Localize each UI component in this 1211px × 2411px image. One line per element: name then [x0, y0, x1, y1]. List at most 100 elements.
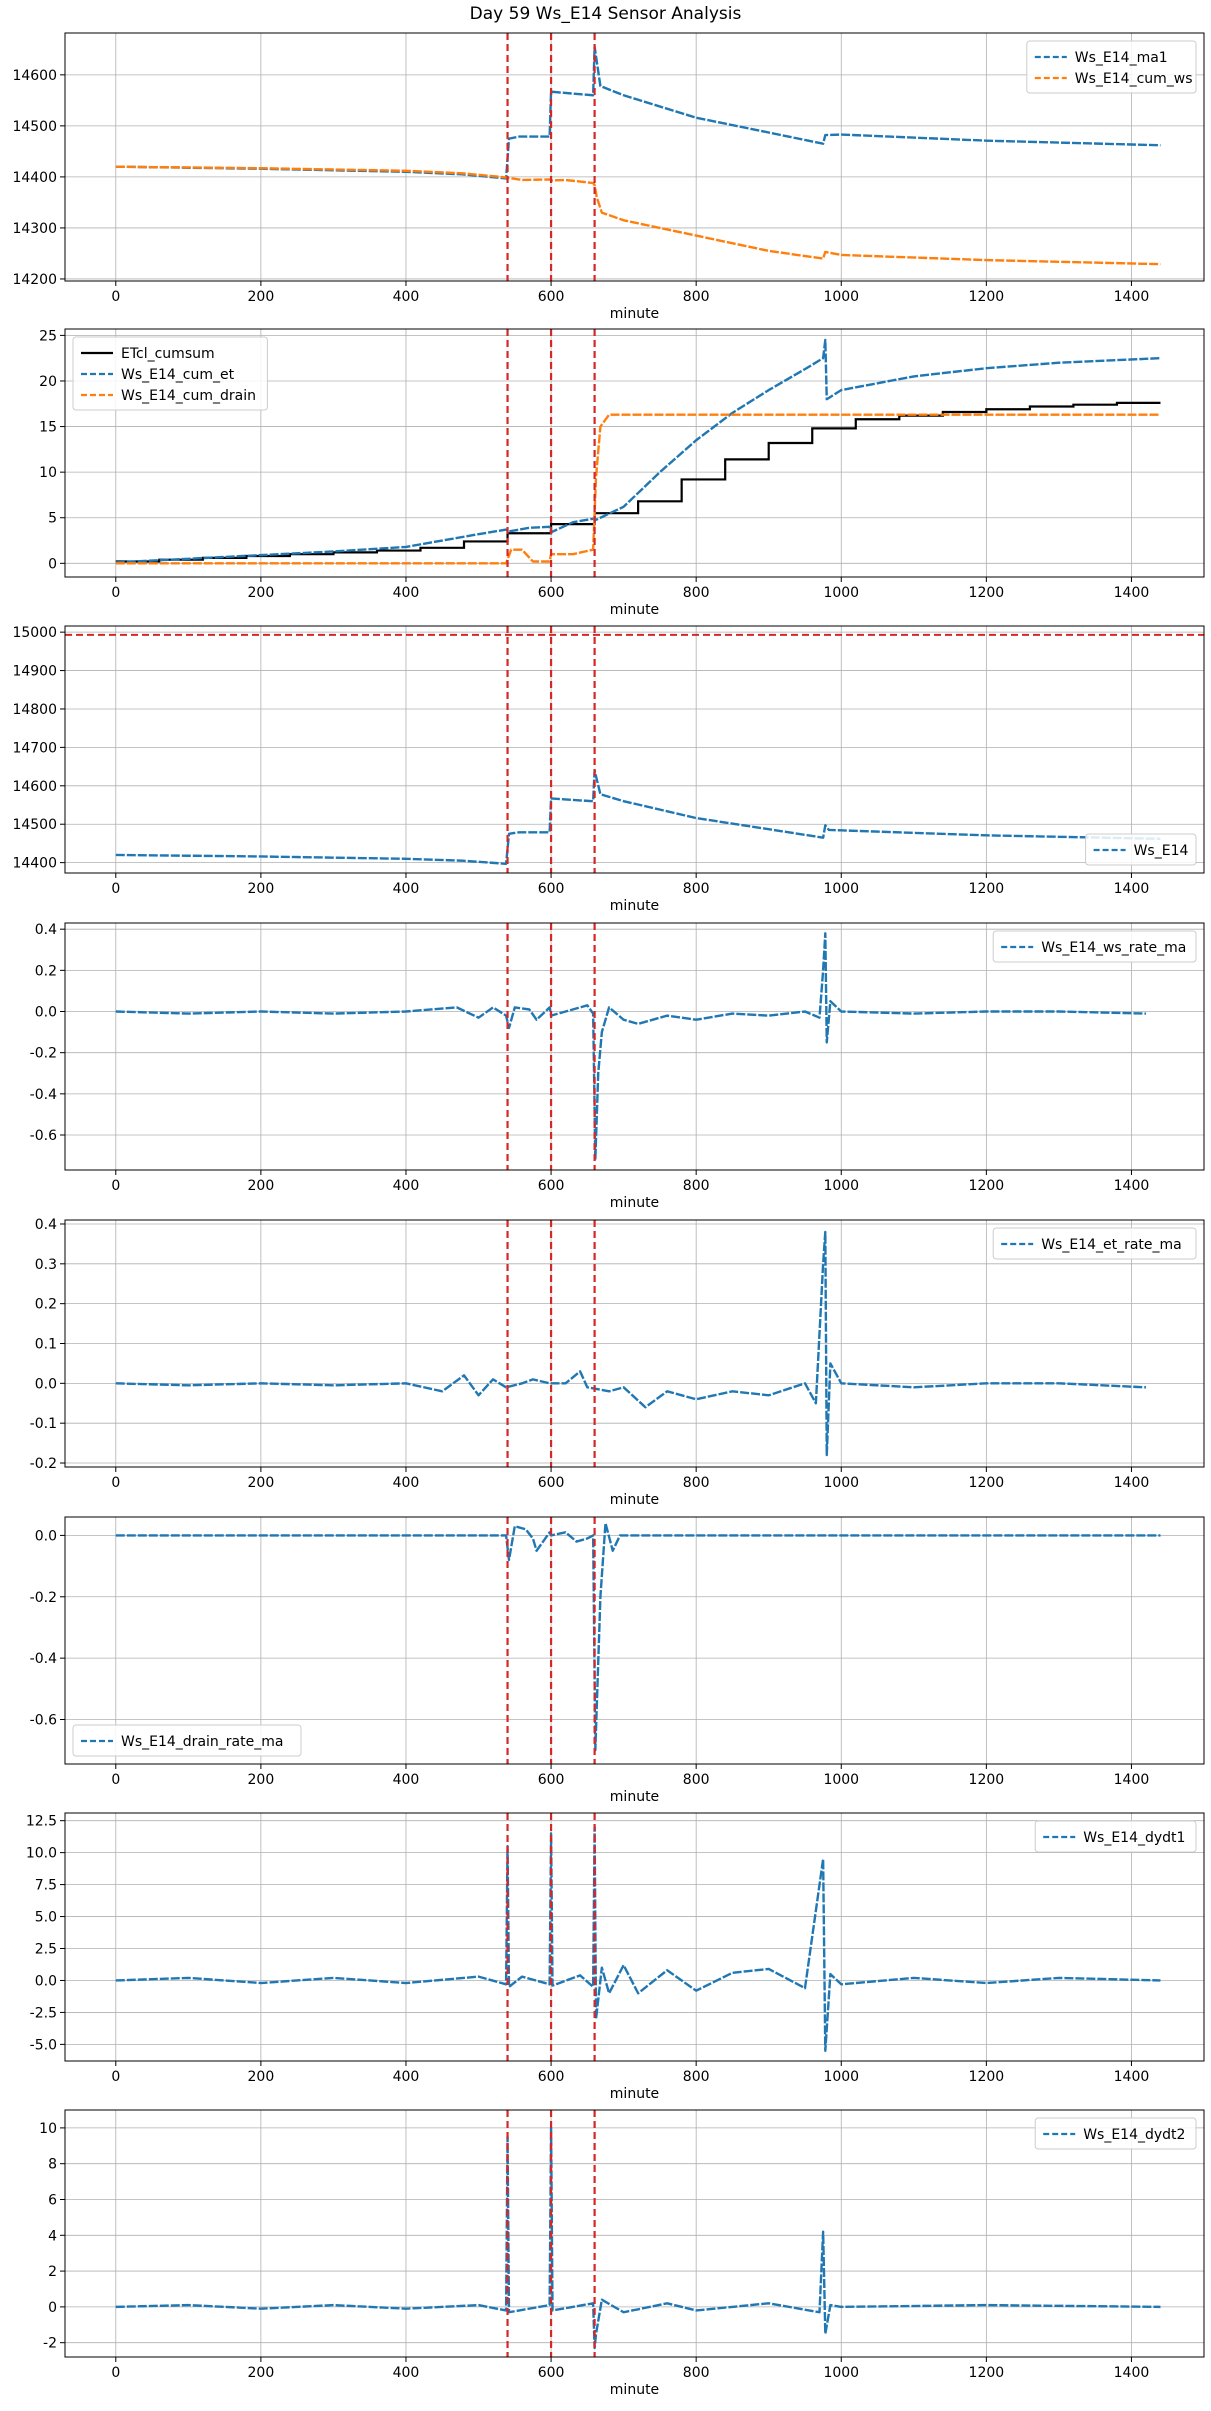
- x-tick-label: 400: [393, 1772, 420, 1788]
- x-axis-label: minute: [610, 1789, 659, 1805]
- x-tick-label: 0: [111, 1178, 120, 1194]
- x-tick-label: 200: [248, 2069, 275, 2085]
- axes-frame: [64, 2109, 1205, 2358]
- series-line: [115, 338, 1161, 564]
- y-tick-label: -0.2: [30, 1590, 57, 1606]
- y-tick-label: 14700: [12, 740, 57, 756]
- y-tick-label: -0.4: [30, 1087, 57, 1103]
- y-tick-label: 2.5: [35, 1942, 57, 1958]
- x-tick-label: 1400: [1114, 2069, 1150, 2085]
- y-tick-label: 7.5: [35, 1878, 57, 1894]
- y-tick-label: 0.3: [35, 1257, 57, 1273]
- y-tick-label: 14200: [12, 272, 57, 288]
- x-tick-label: 800: [683, 2365, 710, 2381]
- y-tick-label: 14400: [12, 170, 57, 186]
- x-tick-label: 800: [683, 585, 710, 601]
- x-tick-label: 800: [683, 2069, 710, 2085]
- legend-label: Ws_E14_ws_rate_ma: [1041, 940, 1186, 956]
- x-tick-label: 200: [248, 1772, 275, 1788]
- x-tick-label: 400: [393, 585, 420, 601]
- panel-4: 0 200 400 600 800 1000 1200 1400 0.4 0.2 0.0 -0.2 -0…: [30, 922, 1205, 1211]
- x-tick-label: 600: [538, 1772, 565, 1788]
- series-line: [115, 413, 1161, 565]
- x-tick-label: 200: [248, 1475, 275, 1491]
- series-line: [115, 45, 1161, 180]
- y-tick-label: 14600: [12, 68, 57, 84]
- legend-label: Ws_E14_et_rate_ma: [1041, 1237, 1182, 1253]
- x-tick-label: 1400: [1114, 1772, 1150, 1788]
- y-tick-label: -5.0: [30, 2037, 57, 2053]
- x-tick-label: 1200: [969, 1772, 1005, 1788]
- y-tick-label: 12.5: [26, 1814, 57, 1830]
- x-tick-label: 0: [111, 881, 120, 897]
- x-tick-label: 0: [111, 2069, 120, 2085]
- x-tick-label: 1200: [969, 2069, 1005, 2085]
- y-tick-label: 0.1: [35, 1337, 57, 1353]
- y-tick-label: 0.0: [35, 1376, 57, 1392]
- x-tick-label: 1200: [969, 289, 1005, 305]
- axes-frame: [64, 1219, 1205, 1468]
- legend-box: [72, 1724, 302, 1757]
- x-tick-label: 600: [538, 1475, 565, 1491]
- x-axis-label: minute: [610, 602, 659, 618]
- y-tick-label: 14500: [12, 119, 57, 135]
- axes-frame: [64, 1812, 1205, 2062]
- legend-label: Ws_E14_cum_drain: [121, 388, 256, 404]
- panel-8: 0 200 400 600 800 1000 1200 1400 10 8 6 4 2 0 -2 minute…: [39, 2109, 1205, 2398]
- legend-label: Ws_E14_drain_rate_ma: [121, 1734, 283, 1750]
- x-tick-label: 400: [393, 289, 420, 305]
- x-tick-label: 1400: [1114, 2365, 1150, 2381]
- y-tick-label: 0.2: [35, 963, 57, 979]
- y-tick-label: -2: [43, 2336, 57, 2352]
- x-tick-label: 600: [538, 2069, 565, 2085]
- x-tick-label: 200: [248, 289, 275, 305]
- y-tick-label: 14600: [12, 779, 57, 795]
- x-tick-label: 1000: [823, 1475, 859, 1491]
- panel-7: 0 200 400 600 800 1000 1200 1400 12.5 10.0 7.5 5.0 2…: [26, 1812, 1205, 2102]
- x-tick-label: 1200: [969, 585, 1005, 601]
- x-tick-label: 400: [393, 2365, 420, 2381]
- x-tick-label: 1000: [823, 2365, 859, 2381]
- x-axis-label: minute: [610, 2086, 659, 2102]
- y-tick-label: 0: [48, 556, 57, 572]
- x-tick-label: 400: [393, 1178, 420, 1194]
- series-line: [115, 1521, 1161, 1752]
- figure-title: Day 59 Ws_E14 Sensor Analysis: [469, 4, 742, 24]
- y-tick-label: -0.6: [30, 1713, 57, 1729]
- axes-frame: [64, 32, 1205, 282]
- axes-frame: [64, 922, 1205, 1171]
- panel-2: 0 200 400 600 800 1000 1200 1400 0 5 10 15 20 25 minut…: [39, 328, 1205, 618]
- plot-area: [115, 2110, 1161, 2357]
- legend-box: [1026, 40, 1197, 94]
- legend-label: Ws_E14_dydt1: [1083, 1830, 1185, 1846]
- x-tick-label: 200: [248, 881, 275, 897]
- legend-box: [1034, 1820, 1197, 1853]
- legend-box: [1085, 833, 1197, 866]
- y-tick-label: 0.4: [35, 1217, 57, 1233]
- x-tick-label: 600: [538, 585, 565, 601]
- series-line: [115, 769, 1161, 865]
- x-tick-label: 200: [248, 585, 275, 601]
- legend: Ws_E14_ma1 Ws_E14_cum_ws: [1026, 40, 1197, 94]
- x-tick-label: 800: [683, 289, 710, 305]
- plot-area: [115, 923, 1146, 1170]
- y-tick-label: -0.6: [30, 1128, 57, 1144]
- plot-area: [115, 33, 1161, 281]
- series-line: [115, 1230, 1147, 1457]
- y-tick-label: 14400: [12, 856, 57, 872]
- y-tick-label: 10: [39, 465, 57, 481]
- series-line: [115, 165, 1161, 266]
- y-tick-label: -0.2: [30, 1046, 57, 1062]
- y-tick-label: 10.0: [26, 1846, 57, 1862]
- panel-1: 0 200 400 600 800 1000 1200 1400 14200 14300 14400…: [12, 32, 1205, 322]
- x-tick-label: 800: [683, 1475, 710, 1491]
- x-tick-label: 400: [393, 881, 420, 897]
- legend: Ws_E14: [1085, 833, 1197, 866]
- plot-area: [115, 329, 1161, 577]
- x-tick-label: 1200: [969, 1475, 1005, 1491]
- y-tick-label: 14500: [12, 817, 57, 833]
- x-axis-label: minute: [610, 898, 659, 914]
- legend: Ws_E14_et_rate_ma: [992, 1227, 1197, 1260]
- x-tick-label: 0: [111, 2365, 120, 2381]
